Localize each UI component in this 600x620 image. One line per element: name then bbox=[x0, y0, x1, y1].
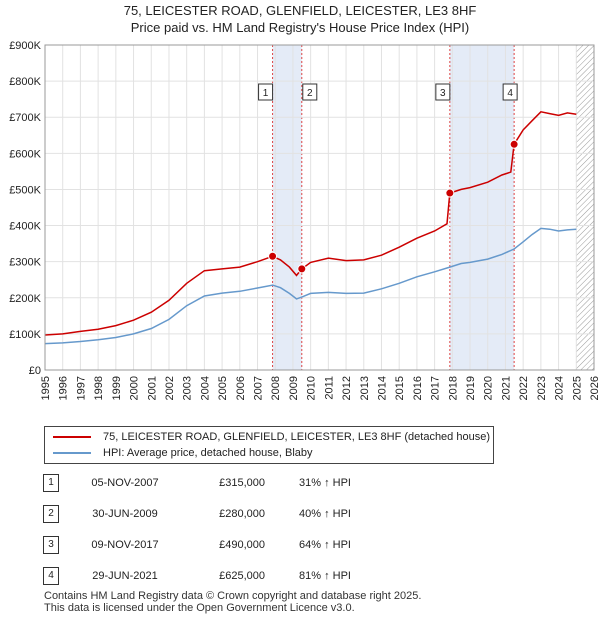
sale-label-number: 1 bbox=[263, 88, 269, 99]
sale-hpi-change: 40% ↑ HPI bbox=[299, 508, 351, 520]
sale-label-number: 4 bbox=[507, 88, 513, 99]
sale-hpi-change: 81% ↑ HPI bbox=[299, 570, 351, 582]
x-tick-label: 2015 bbox=[394, 376, 406, 400]
y-tick-label: £100K bbox=[9, 329, 41, 341]
x-tick-label: 2026 bbox=[589, 376, 600, 400]
footer-licence: This data is licensed under the Open Gov… bbox=[44, 602, 355, 614]
x-tick-label: 2004 bbox=[199, 376, 211, 400]
x-tick-label: 2010 bbox=[306, 376, 318, 400]
sale-label-box bbox=[435, 83, 451, 101]
sale-price: £490,000 bbox=[219, 539, 265, 551]
property-price-line bbox=[44, 110, 577, 336]
x-tick-label: 2009 bbox=[288, 376, 300, 400]
sale-label-box bbox=[502, 83, 518, 101]
legend-label-property: 75, LEICESTER ROAD, GLENFIELD, LEICESTER… bbox=[103, 431, 490, 443]
legend: 75, LEICESTER ROAD, GLENFIELD, LEICESTER… bbox=[44, 426, 494, 464]
sale-date: 29-JUN-2021 bbox=[92, 570, 158, 582]
sale-marker bbox=[268, 251, 278, 261]
sale-price: £625,000 bbox=[219, 570, 265, 582]
x-tick-label: 2021 bbox=[500, 376, 512, 400]
sale-period-shade bbox=[272, 45, 302, 370]
chart-subtitle: Price paid vs. HM Land Registry's House … bbox=[130, 20, 470, 35]
y-tick-label: £900K bbox=[9, 40, 41, 52]
sale-hpi-change: 64% ↑ HPI bbox=[299, 539, 351, 551]
table-row: 2 30-JUN-2009 £280,000 40% ↑ HPI bbox=[0, 503, 600, 525]
sale-number-badge: 2 bbox=[43, 505, 59, 523]
x-tick-label: 2007 bbox=[253, 376, 265, 400]
sale-price: £315,000 bbox=[219, 477, 265, 489]
x-tick-label: 1995 bbox=[40, 376, 52, 400]
x-tick-label: 1998 bbox=[93, 376, 105, 400]
y-tick-label: £0 bbox=[29, 365, 41, 377]
x-tick-label: 2013 bbox=[359, 376, 371, 400]
plot-border bbox=[44, 44, 595, 371]
y-tick-label: £600K bbox=[9, 148, 41, 160]
sale-label-box bbox=[302, 83, 318, 101]
x-tick-label: 2000 bbox=[129, 376, 141, 400]
y-tick-label: £400K bbox=[9, 221, 41, 233]
sale-marker bbox=[445, 188, 455, 198]
x-tick-label: 2002 bbox=[164, 376, 176, 400]
x-tick-label: 1999 bbox=[111, 376, 123, 400]
y-tick-label: £500K bbox=[9, 184, 41, 196]
y-tick-label: £300K bbox=[9, 257, 41, 269]
legend-item-hpi: HPI: Average price, detached house, Blab… bbox=[53, 445, 313, 461]
sale-label-box bbox=[258, 83, 274, 101]
y-tick-label: £200K bbox=[9, 293, 41, 305]
sale-label-number: 3 bbox=[440, 88, 446, 99]
hpi-line bbox=[44, 227, 577, 345]
x-tick-label: 1997 bbox=[75, 376, 87, 400]
sale-date: 05-NOV-2007 bbox=[91, 477, 159, 489]
x-tick-label: 2008 bbox=[270, 376, 282, 400]
x-tick-label: 2001 bbox=[146, 376, 158, 400]
x-tick-label: 2023 bbox=[536, 376, 548, 400]
legend-item-property: 75, LEICESTER ROAD, GLENFIELD, LEICESTER… bbox=[53, 429, 490, 445]
x-tick-label: 2019 bbox=[465, 376, 477, 400]
x-tick-label: 2025 bbox=[571, 376, 583, 400]
x-tick-label: 2011 bbox=[323, 376, 335, 400]
x-tick-label: 2014 bbox=[376, 376, 388, 400]
x-tick-label: 2012 bbox=[341, 376, 353, 400]
x-tick-label: 2006 bbox=[235, 376, 247, 400]
table-row: 1 05-NOV-2007 £315,000 31% ↑ HPI bbox=[0, 472, 600, 494]
sale-label-number: 2 bbox=[307, 88, 313, 99]
sale-marker bbox=[509, 139, 519, 149]
footer-copyright: Contains HM Land Registry data © Crown c… bbox=[44, 590, 422, 602]
x-tick-label: 2018 bbox=[447, 376, 459, 400]
y-tick-label: £700K bbox=[9, 112, 41, 124]
x-tick-label: 2022 bbox=[518, 376, 530, 400]
x-tick-label: 1996 bbox=[58, 376, 70, 400]
sale-date: 09-NOV-2017 bbox=[91, 539, 159, 551]
sale-number-badge: 1 bbox=[43, 474, 59, 492]
table-row: 3 09-NOV-2017 £490,000 64% ↑ HPI bbox=[0, 534, 600, 556]
sale-marker bbox=[297, 264, 307, 274]
x-tick-label: 2005 bbox=[217, 376, 229, 400]
sale-number-badge: 3 bbox=[43, 536, 59, 554]
sale-hpi-change: 31% ↑ HPI bbox=[299, 477, 351, 489]
x-tick-label: 2017 bbox=[430, 376, 442, 400]
sale-date: 30-JUN-2009 bbox=[92, 508, 158, 520]
sale-number-badge: 4 bbox=[43, 567, 59, 585]
table-row: 4 29-JUN-2021 £625,000 81% ↑ HPI bbox=[0, 565, 600, 587]
forecast-hatch bbox=[576, 45, 594, 370]
x-tick-label: 2024 bbox=[554, 376, 566, 400]
y-tick-label: £800K bbox=[9, 76, 41, 88]
legend-label-hpi: HPI: Average price, detached house, Blab… bbox=[103, 447, 313, 459]
legend-line-hpi bbox=[53, 452, 91, 454]
legend-line-property bbox=[53, 436, 91, 438]
x-tick-label: 2003 bbox=[182, 376, 194, 400]
price-chart: 1 2 3 4 £0 £100K £200K £300K £400K £500K £600K £70… bbox=[9, 40, 600, 400]
x-tick-label: 2016 bbox=[412, 376, 424, 400]
sale-price: £280,000 bbox=[219, 508, 265, 520]
x-tick-label: 2020 bbox=[483, 376, 495, 400]
chart-title: 75, LEICESTER ROAD, GLENFIELD, LEICESTER… bbox=[123, 3, 477, 18]
